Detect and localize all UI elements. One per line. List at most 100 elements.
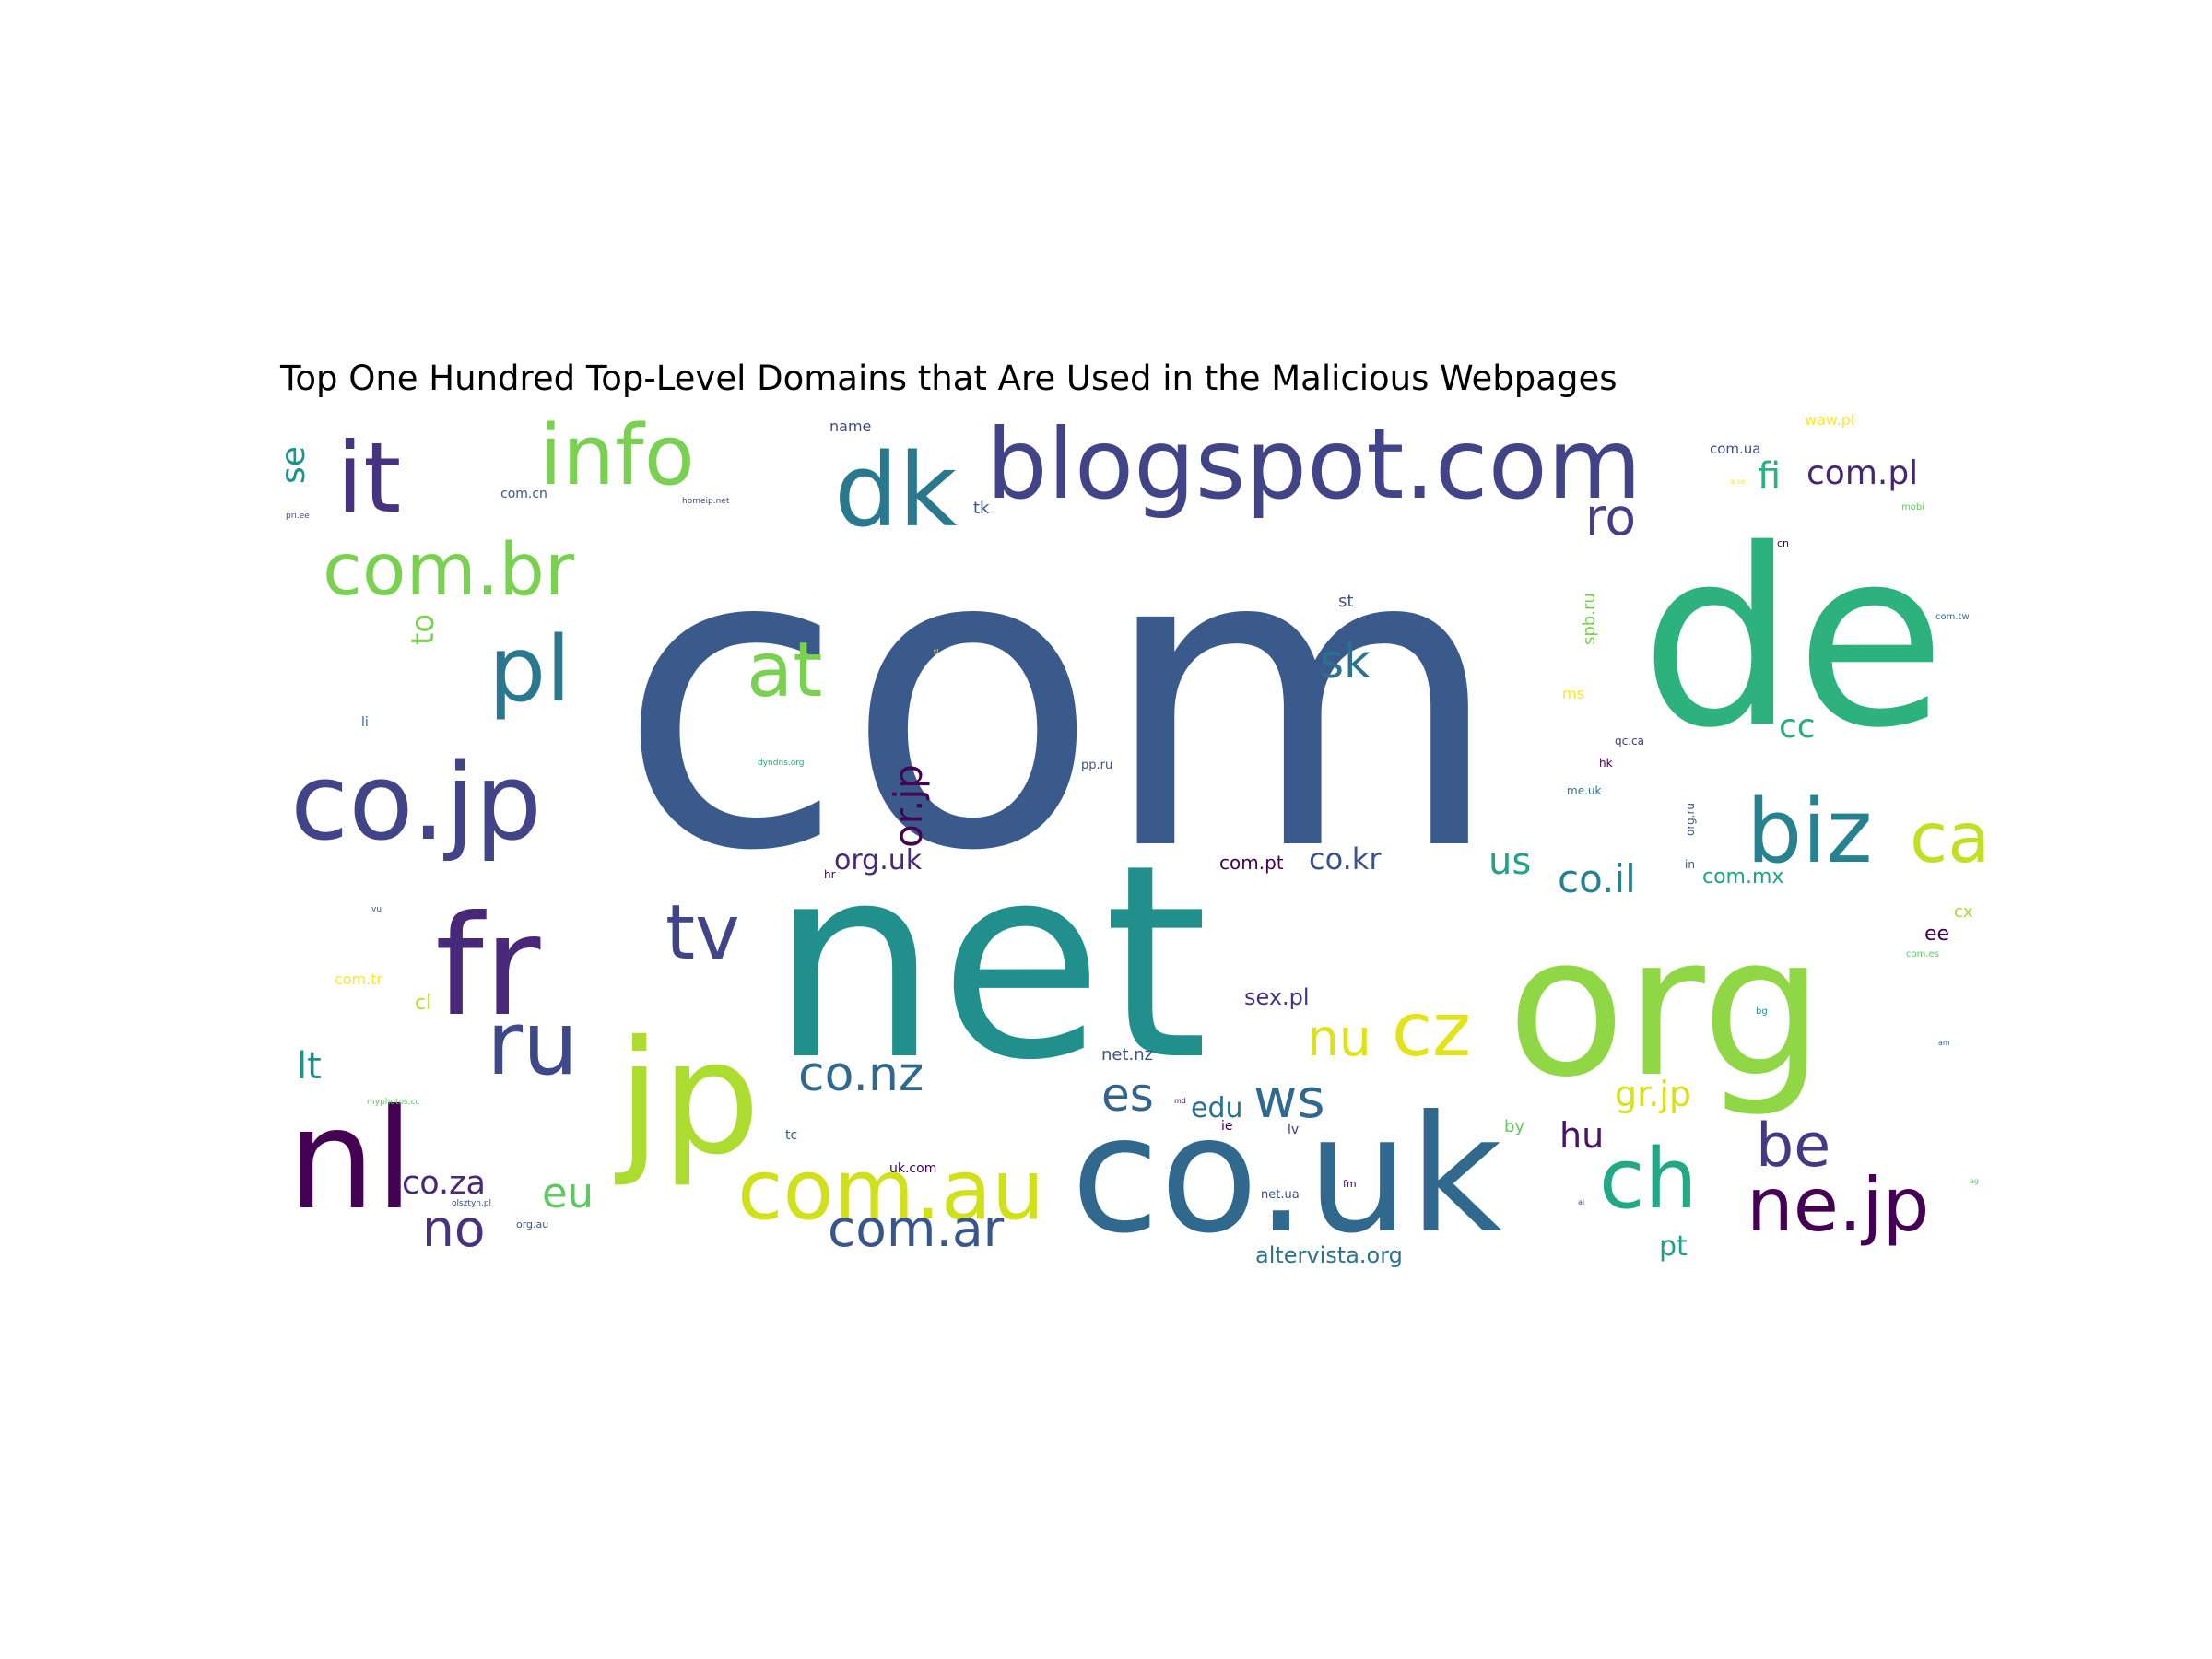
- word-tl: tl: [934, 648, 938, 656]
- word-li: li: [361, 715, 369, 730]
- word-ie: ie: [1221, 1119, 1233, 1134]
- word-nl: nl: [288, 1080, 414, 1241]
- word-am: am: [1938, 1039, 1950, 1047]
- word-com-au: com.au: [737, 1142, 1044, 1239]
- word-net: net: [770, 808, 1208, 1119]
- word-blogspot-com: blogspot.com: [986, 408, 1641, 521]
- word-co-za: co.za: [402, 1165, 486, 1202]
- word-md: md: [1174, 1097, 1186, 1105]
- word-net-nz: net.nz: [1101, 1045, 1153, 1065]
- word-dk: dk: [834, 431, 958, 549]
- word-se: se: [275, 446, 312, 484]
- word-gr-jp: gr.jp: [1615, 1074, 1691, 1114]
- word-com: com: [618, 459, 1503, 942]
- word-at: at: [747, 627, 822, 714]
- word-com-mx: com.mx: [1702, 865, 1783, 888]
- word-info: info: [539, 407, 695, 504]
- word-co-kr: co.kr: [1309, 841, 1382, 877]
- word-com-pl: com.pl: [1806, 454, 1918, 492]
- word-co-uk: co.uk: [1071, 1082, 1502, 1269]
- word-sk: sk: [1320, 635, 1371, 688]
- word-org: org: [1507, 894, 1824, 1120]
- word-co-nz: co.nz: [798, 1047, 924, 1102]
- word-ca: ca: [1910, 797, 1990, 878]
- word-ai: ai: [1578, 1198, 1584, 1206]
- word-it: it: [336, 422, 401, 535]
- word-waw-pl: waw.pl: [1805, 411, 1854, 429]
- word-ro: ro: [1585, 488, 1636, 547]
- chart-title: Top One Hundred Top-Level Domains that A…: [280, 359, 1618, 398]
- word-es: es: [1101, 1068, 1154, 1122]
- word-de: de: [1641, 498, 1946, 782]
- word-com-es: com.es: [1906, 949, 1939, 959]
- word-net-ua: net.ua: [1261, 1188, 1300, 1202]
- word-vu: vu: [371, 905, 382, 914]
- word-com-ua: com.ua: [1710, 441, 1761, 457]
- word-com-ar: com.ar: [828, 1199, 1005, 1258]
- word-tc: tc: [785, 1128, 797, 1143]
- word-hu: hu: [1559, 1115, 1604, 1156]
- word-in: in: [1685, 858, 1695, 871]
- word-pp-ru: pp.ru: [1081, 759, 1112, 772]
- word-com-pt: com.pt: [1219, 852, 1284, 874]
- word-lt: lt: [297, 1045, 322, 1088]
- word-fi: fi: [1758, 455, 1781, 498]
- word-ag: ag: [1970, 1177, 1979, 1185]
- word-bg: bg: [1756, 1006, 1768, 1017]
- word-tv: tv: [665, 889, 740, 977]
- word-jp: jp: [614, 1007, 760, 1190]
- word-org-ru: org.ru: [1684, 803, 1697, 836]
- word-homeip-net: homeip.net: [682, 497, 730, 506]
- word-ru: ru: [487, 994, 578, 1095]
- word-spb-ru: spb.ru: [1580, 593, 1599, 645]
- word-cx: cx: [1954, 902, 1973, 922]
- word-uk-com: uk.com: [889, 1161, 936, 1176]
- word-com-tw: com.tw: [1936, 612, 1970, 622]
- word-ch: ch: [1599, 1131, 1698, 1228]
- word-cc: cc: [1779, 708, 1816, 746]
- word-pri-ee: pri.ee: [286, 512, 310, 521]
- word-ms: ms: [1562, 685, 1584, 702]
- word-altervista-org: altervista.org: [1255, 1242, 1403, 1268]
- word-or-jp: or.jp: [886, 764, 931, 848]
- word-olsztyn-pl: olsztyn.pl: [452, 1199, 491, 1208]
- word-biz: biz: [1747, 782, 1873, 883]
- word-myphotos-cc: myphotos.cc: [367, 1098, 420, 1107]
- word-be: be: [1756, 1112, 1830, 1181]
- word-a-se: a.se: [1730, 477, 1746, 486]
- word-co-jp: co.jp: [290, 741, 542, 865]
- word-com-br: com.br: [323, 529, 575, 612]
- word-nu: nu: [1307, 1008, 1371, 1067]
- word-qc-ca: qc.ca: [1615, 735, 1644, 747]
- word-no: no: [422, 1199, 486, 1258]
- word-ne-jp: ne.jp: [1747, 1162, 1929, 1248]
- word-mobi: mobi: [1901, 502, 1924, 512]
- word-eu: eu: [542, 1169, 594, 1218]
- word-com-cn: com.cn: [500, 487, 547, 501]
- word-st: st: [1338, 592, 1353, 611]
- word-lv: lv: [1288, 1123, 1299, 1137]
- word-pt: pt: [1659, 1230, 1688, 1263]
- word-ws: ws: [1253, 1067, 1325, 1130]
- word-ee: ee: [1924, 923, 1949, 946]
- word-hk: hk: [1599, 757, 1613, 770]
- word-co-il: co.il: [1558, 856, 1636, 901]
- word-cl: cl: [415, 992, 431, 1015]
- word-sex-pl: sex.pl: [1244, 984, 1310, 1010]
- word-pl: pl: [488, 618, 571, 723]
- word-fm: fm: [1343, 1178, 1357, 1190]
- word-fr: fr: [435, 887, 541, 1047]
- word-us: us: [1488, 841, 1531, 883]
- word-tk: tk: [973, 499, 990, 518]
- word-name: name: [830, 418, 871, 435]
- word-org-au: org.au: [516, 1218, 548, 1230]
- word-org-uk: org.uk: [834, 844, 923, 877]
- word-by: by: [1504, 1117, 1524, 1136]
- word-edu: edu: [1191, 1092, 1243, 1124]
- word-dyndns-org: dyndns.org: [758, 759, 804, 768]
- word-to: to: [405, 614, 441, 645]
- word-me-uk: me.uk: [1567, 784, 1601, 797]
- word-com-tr: com.tr: [335, 971, 383, 988]
- word-cn: cn: [1777, 537, 1789, 549]
